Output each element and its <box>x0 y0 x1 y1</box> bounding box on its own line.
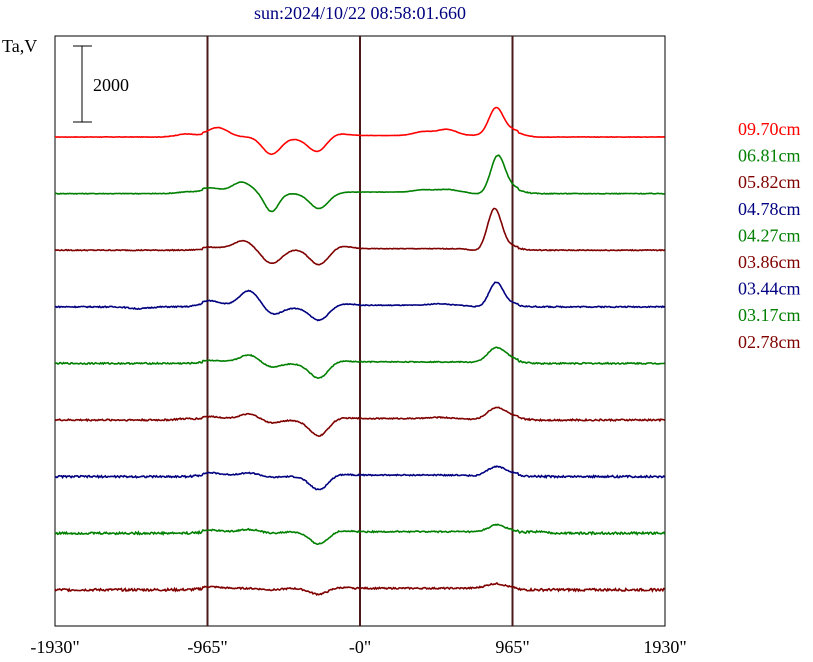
scale-bar-label: 2000 <box>93 75 129 95</box>
vertical-reference-lines <box>206 36 514 626</box>
legend-entry-06.81cm: 06.81cm <box>738 146 801 166</box>
series-trace-06.81cm <box>54 154 665 213</box>
series-trace-04.78cm <box>54 281 666 322</box>
series-trace-02.78cm <box>54 581 665 596</box>
legend-entry-03.17cm: 03.17cm <box>738 305 801 325</box>
legend-entry-03.44cm: 03.44cm <box>738 279 801 299</box>
legend: 09.70cm 06.81cm 05.82cm 04.78cm 04.27cm 03.86… <box>738 119 801 352</box>
x-tick-labels: -1930" -965" -0" 965" 1930" <box>30 637 686 657</box>
series-trace-09.70cm <box>55 106 665 156</box>
chart-title: sun:2024/10/22 08:58:01.660 <box>254 3 466 23</box>
legend-entry-04.78cm: 04.78cm <box>738 199 801 219</box>
legend-entry-04.27cm: 04.27cm <box>738 225 801 245</box>
series-trace-03.44cm <box>54 465 666 491</box>
legend-entry-09.70cm: 09.70cm <box>738 119 801 139</box>
series-trace-03.17cm <box>54 523 666 546</box>
scale-bar: 2000 <box>73 45 129 123</box>
legend-entry-05.82cm: 05.82cm <box>738 172 801 192</box>
x-tick-label-0: -1930" <box>30 637 79 657</box>
series-traces <box>54 106 666 596</box>
x-tick-label-2: -0" <box>349 637 371 657</box>
series-trace-05.82cm <box>54 207 666 266</box>
x-tick-label-3: 965" <box>495 637 529 657</box>
x-tick-label-4: 1930" <box>643 637 686 657</box>
x-tick-label-1: -965" <box>187 637 227 657</box>
series-trace-03.86cm <box>54 406 665 438</box>
y-axis-label: Ta,V <box>2 36 37 56</box>
legend-entry-03.86cm: 03.86cm <box>738 252 801 272</box>
series-trace-04.27cm <box>54 346 665 379</box>
legend-entry-02.78cm: 02.78cm <box>738 332 801 352</box>
